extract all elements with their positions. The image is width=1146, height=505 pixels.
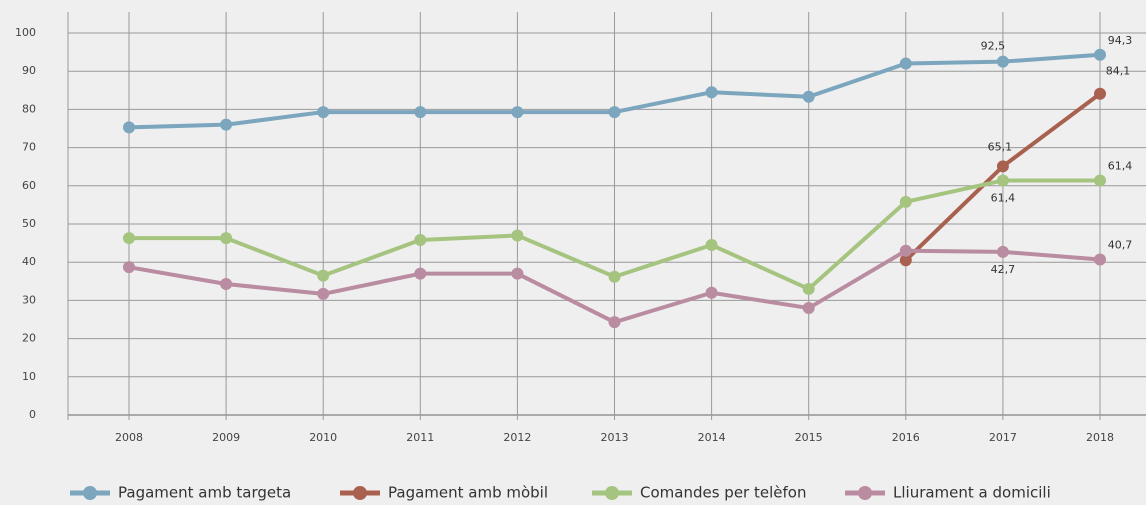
point: [1094, 253, 1106, 266]
data-label: 92,5: [981, 40, 1006, 53]
x-tick-label: 2012: [503, 431, 531, 444]
point: [414, 234, 427, 247]
x-tick-label: 2008: [115, 431, 143, 444]
point: [414, 106, 427, 119]
x-tick-label: 2017: [989, 431, 1017, 444]
point: [414, 267, 427, 280]
point: [511, 267, 524, 280]
point: [1094, 174, 1106, 187]
y-tick-label: 10: [22, 370, 36, 383]
y-tick-label: 70: [22, 141, 36, 154]
data-label: 42,7: [991, 263, 1016, 276]
data-label: 94,3: [1108, 34, 1133, 47]
x-tick-label: 2010: [309, 431, 337, 444]
y-tick-label: 50: [22, 217, 36, 230]
point: [608, 106, 621, 119]
y-tick-label: 30: [22, 293, 36, 306]
data-label: 40,7: [1108, 239, 1133, 252]
point: [899, 244, 912, 257]
y-tick-label: 40: [22, 255, 36, 268]
point: [123, 232, 135, 245]
point: [317, 269, 330, 282]
point: [705, 86, 718, 99]
y-tick-label: 100: [15, 26, 36, 39]
point: [996, 160, 1009, 173]
point: [317, 106, 330, 119]
x-tick-label: 2015: [795, 431, 823, 444]
x-tick-label: 2016: [892, 431, 920, 444]
point: [996, 245, 1009, 258]
data-label: 84,1: [1106, 65, 1131, 78]
point: [705, 239, 718, 252]
y-tick-label: 90: [22, 64, 36, 77]
point: [1094, 48, 1106, 61]
legend-label: Comandes per telèfon: [640, 484, 806, 502]
legend-label: Pagament amb mòbil: [388, 484, 548, 502]
legend-marker: [605, 486, 619, 500]
x-tick-label: 2013: [601, 431, 629, 444]
y-tick-label: 60: [22, 179, 36, 192]
point: [802, 90, 815, 103]
point: [899, 57, 912, 70]
point: [123, 261, 135, 274]
x-tick-label: 2009: [212, 431, 240, 444]
y-tick-label: 80: [22, 102, 36, 115]
legend-label: Pagament amb targeta: [118, 484, 291, 502]
point: [802, 302, 815, 315]
data-label: 65,1: [988, 140, 1013, 153]
point: [608, 316, 621, 329]
point: [608, 270, 621, 283]
data-label: 61,4: [1108, 159, 1133, 172]
point: [705, 286, 718, 299]
x-tick-label: 2014: [698, 431, 726, 444]
point: [996, 55, 1009, 68]
point: [220, 232, 233, 245]
point: [220, 277, 233, 290]
y-tick-label: 20: [22, 332, 36, 345]
point: [511, 106, 524, 119]
point: [220, 118, 233, 131]
y-tick-label: 0: [29, 408, 36, 421]
point: [899, 195, 912, 208]
point: [996, 174, 1009, 187]
legend-marker: [353, 486, 367, 500]
point: [123, 121, 135, 134]
x-tick-label: 2011: [406, 431, 434, 444]
legend-label: Lliurament a domicili: [893, 484, 1051, 502]
legend-marker: [83, 486, 97, 500]
data-label: 61,4: [991, 191, 1016, 204]
point: [511, 229, 524, 242]
point: [317, 287, 330, 300]
point: [802, 282, 815, 295]
point: [1094, 87, 1106, 100]
point: [899, 254, 912, 267]
legend-marker: [858, 486, 872, 500]
x-tick-label: 2018: [1086, 431, 1114, 444]
